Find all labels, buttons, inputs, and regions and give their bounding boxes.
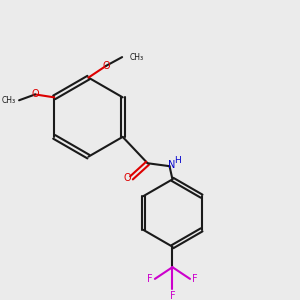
Text: N: N bbox=[168, 160, 175, 170]
Text: O: O bbox=[102, 61, 110, 71]
Text: F: F bbox=[193, 274, 198, 284]
Text: F: F bbox=[169, 291, 175, 300]
Text: F: F bbox=[147, 274, 152, 284]
Text: O: O bbox=[123, 173, 131, 183]
Text: CH₃: CH₃ bbox=[129, 52, 144, 62]
Text: O: O bbox=[32, 89, 39, 99]
Text: H: H bbox=[174, 156, 181, 165]
Text: CH₃: CH₃ bbox=[2, 96, 16, 105]
